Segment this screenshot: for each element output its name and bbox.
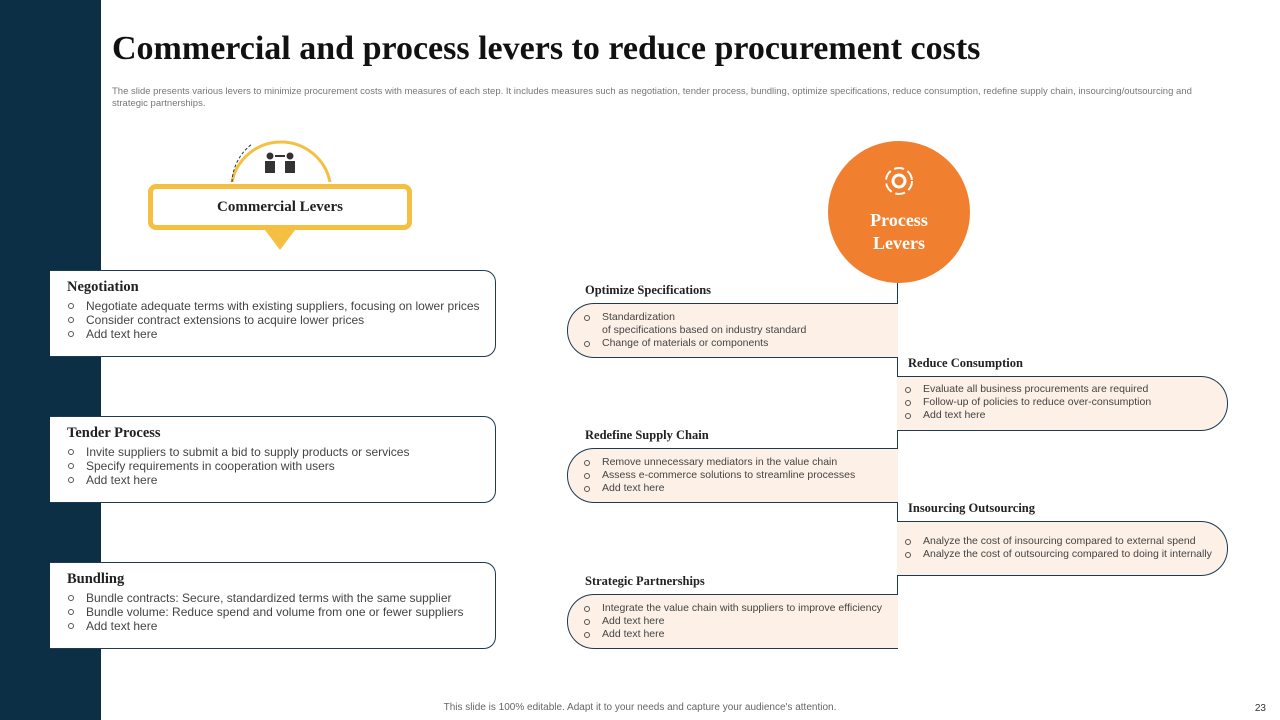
bullet: Specify requirements in cooperation with… bbox=[67, 459, 485, 473]
bullet: Assess e-commerce solutions to streamlin… bbox=[583, 469, 890, 482]
bullet: Add text here bbox=[67, 619, 485, 633]
footer-note: This slide is 100% editable. Adapt it to… bbox=[443, 702, 837, 713]
process-title: Insourcing Outsourcing bbox=[908, 501, 1036, 515]
bullet-list: Analyze the cost of insourcing compared … bbox=[904, 535, 1219, 561]
bullet-list: Remove unnecessary mediators in the valu… bbox=[583, 456, 890, 495]
description: The slide presents various levers to min… bbox=[112, 86, 1192, 109]
bullet-list: Standardization of specifications based … bbox=[583, 311, 890, 350]
title: Commercial and process levers to reduce … bbox=[112, 30, 981, 67]
bullet-wrap: Invite suppliers to submit a bid to supp… bbox=[67, 445, 485, 487]
process-label: Process Levers bbox=[870, 210, 928, 253]
bullet: Evaluate all business procurements are r… bbox=[904, 383, 1219, 396]
pointer bbox=[265, 230, 295, 250]
bullet: Negotiate adequate terms with existing s… bbox=[67, 299, 485, 313]
bullet-list: Invite suppliers to submit a bid to supp… bbox=[67, 445, 485, 487]
lever-card: Bundling Bundle contracts: Secure, standa… bbox=[50, 562, 496, 649]
bullet: Follow-up of policies to reduce over-con… bbox=[904, 396, 1219, 409]
bullet: Consider contract extensions to acquire … bbox=[67, 313, 485, 327]
dashed-arc bbox=[231, 143, 253, 183]
bullet: Add text here bbox=[67, 473, 485, 487]
bullet-list: Bundle contracts: Secure, standardized t… bbox=[67, 591, 485, 633]
commercial-graphic bbox=[230, 140, 332, 250]
bullet: Invite suppliers to submit a bid to supp… bbox=[67, 445, 485, 459]
process-circle: Process Levers bbox=[828, 141, 970, 283]
process-box: Standardization of specifications based … bbox=[567, 303, 898, 358]
bullet: Bundle contracts: Secure, standardized t… bbox=[67, 591, 485, 605]
bullet: Change of materials or components bbox=[583, 337, 890, 350]
bullet-wrap: Negotiate adequate terms with existing s… bbox=[67, 299, 485, 341]
bullet-list: Evaluate all business procurements are r… bbox=[904, 383, 1219, 422]
commercial-label: Commercial Levers bbox=[148, 184, 412, 230]
process-box: Remove unnecessary mediators in the valu… bbox=[567, 448, 898, 503]
bullet: Add text here bbox=[583, 615, 890, 628]
bullet: Add text here bbox=[583, 628, 890, 641]
bullet: Analyze the cost of outsourcing compared… bbox=[904, 548, 1219, 561]
lever-card: Tender Process Invite suppliers to submit… bbox=[50, 416, 496, 503]
process-title: Strategic Partnerships bbox=[585, 574, 705, 588]
process-title: Reduce Consumption bbox=[908, 356, 1023, 370]
gear-icon bbox=[885, 167, 913, 195]
process-box: Evaluate all business procurements are r… bbox=[897, 376, 1228, 431]
bullet: Bundle volume: Reduce spend and volume f… bbox=[67, 605, 485, 619]
page-number: 23 bbox=[1254, 703, 1266, 714]
people-icon bbox=[265, 152, 295, 173]
process-title: Optimize Specifications bbox=[585, 283, 712, 297]
bullet-wrap: Bundle contracts: Secure, standardized t… bbox=[67, 591, 485, 633]
bullet: Analyze the cost of insourcing compared … bbox=[904, 535, 1219, 548]
bullet-list: Integrate the value chain with suppliers… bbox=[583, 602, 890, 641]
process-box: Integrate the value chain with suppliers… bbox=[567, 594, 898, 649]
bullet: Add text here bbox=[583, 482, 890, 495]
lever-title: Negotiation bbox=[67, 279, 139, 295]
lever-card: Negotiation Negotiate adequate terms with… bbox=[50, 270, 496, 357]
process-box: Analyze the cost of insourcing compared … bbox=[897, 521, 1228, 576]
bullet: Add text here bbox=[904, 409, 1219, 422]
bullet-list: Negotiate adequate terms with existing s… bbox=[67, 299, 485, 341]
arc bbox=[230, 140, 332, 183]
bullet: Add text here bbox=[67, 327, 485, 341]
bullet: Remove unnecessary mediators in the valu… bbox=[583, 456, 890, 469]
lever-title: Bundling bbox=[67, 571, 125, 587]
bullet: Standardization of specifications based … bbox=[583, 311, 890, 337]
lever-title: Tender Process bbox=[67, 425, 161, 441]
bullet: Integrate the value chain with suppliers… bbox=[583, 602, 890, 615]
process-title: Redefine Supply Chain bbox=[585, 428, 709, 442]
